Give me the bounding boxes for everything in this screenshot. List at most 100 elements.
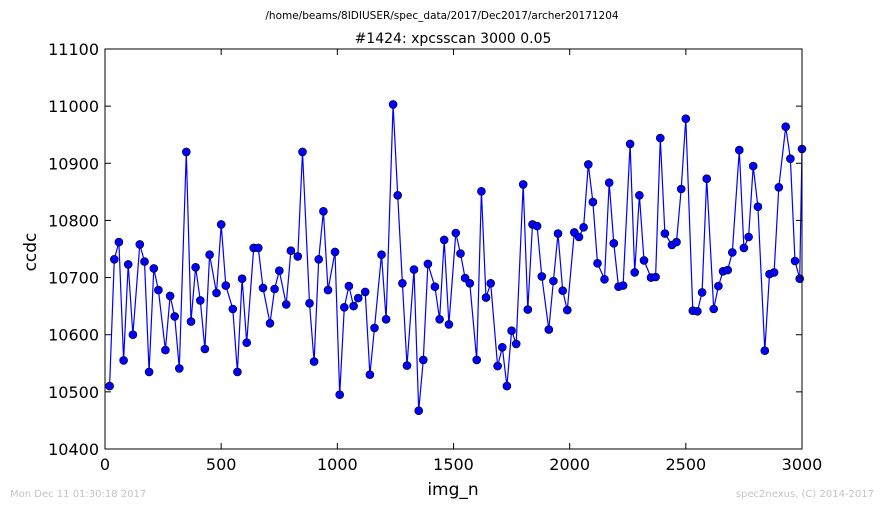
data-point: [693, 306, 702, 316]
data-point: [377, 250, 386, 259]
data-point: [579, 223, 588, 232]
data-point: [593, 258, 602, 268]
data-point: [774, 183, 784, 192]
data-point: [360, 287, 370, 297]
data-point: [497, 342, 507, 352]
data-point: [339, 302, 349, 312]
data-point: [191, 262, 200, 272]
data-point: [414, 406, 424, 416]
data-point: [149, 264, 159, 273]
data-point: [388, 100, 398, 109]
data-point: [270, 284, 279, 294]
data-point: [781, 122, 791, 131]
data-point: [618, 281, 628, 290]
data-point: [370, 323, 379, 333]
data-point: [472, 355, 482, 365]
data-point: [456, 249, 465, 258]
data-point: [439, 235, 449, 245]
data-point: [588, 197, 598, 207]
data-point: [200, 344, 210, 354]
data-point: [518, 180, 528, 189]
data-point: [365, 370, 375, 380]
data-point: [135, 240, 145, 249]
timestamp-label: Mon Dec 11 01:30:18 2017: [10, 489, 147, 500]
data-point: [727, 248, 737, 257]
data-point: [451, 228, 461, 238]
data-point: [298, 147, 307, 157]
data-point: [748, 161, 758, 171]
data-point: [242, 338, 251, 348]
y-tick-label: 10900: [48, 154, 99, 173]
data-point: [435, 314, 444, 324]
data-point: [465, 278, 475, 288]
data-point: [418, 355, 428, 365]
data-point: [553, 229, 563, 238]
data-point: [430, 282, 440, 292]
plot-frame: [104, 48, 803, 450]
data-point: [140, 257, 149, 266]
data-point: [709, 304, 719, 314]
y-tick-label: 10800: [48, 211, 99, 230]
data-point: [398, 278, 407, 288]
y-tick-label: 10600: [48, 326, 99, 345]
data-point: [110, 254, 119, 264]
data-point: [114, 237, 124, 247]
data-point: [655, 133, 665, 143]
data-point: [676, 184, 686, 194]
data-point: [697, 288, 707, 297]
data-point: [604, 178, 614, 187]
x-tick-label: 2000: [549, 455, 590, 474]
data-point: [753, 202, 763, 211]
data-point: [170, 312, 179, 321]
data-point: [335, 390, 345, 400]
data-point: [790, 256, 800, 266]
data-point: [182, 147, 191, 157]
x-tick-label: 2500: [665, 455, 706, 474]
data-point: [221, 281, 231, 290]
y-tick-label: 10500: [48, 383, 99, 402]
data-point: [286, 246, 296, 255]
data-point: [212, 288, 221, 298]
chart-title: #1424: xpcsscan 3000 0.05: [355, 31, 552, 47]
data-point: [309, 357, 319, 366]
data-point: [409, 265, 419, 274]
data-point: [493, 361, 502, 371]
data-point: [477, 187, 486, 196]
data-point: [486, 278, 496, 288]
data-point: [635, 191, 644, 200]
data-point: [161, 345, 170, 355]
data-point: [402, 361, 412, 370]
data-point: [381, 314, 391, 324]
data-point: [105, 381, 114, 391]
data-point: [165, 291, 175, 301]
y-tick-label: 11100: [48, 40, 99, 59]
data-point: [639, 256, 649, 265]
data-point: [681, 114, 691, 123]
data-point: [274, 266, 284, 276]
data-point: [186, 317, 196, 326]
data-point: [175, 364, 184, 373]
data-point: [558, 286, 568, 296]
data-point: [532, 221, 542, 231]
x-tick-label: 500: [206, 455, 237, 474]
data-point: [144, 367, 154, 377]
data-point: [314, 254, 324, 264]
data-point: [630, 268, 640, 277]
plot-area: 0 500 1000 1500 2000 2500 3000 10400 10500 10600 1…: [48, 40, 822, 474]
data-point: [196, 296, 205, 305]
data-point: [305, 298, 314, 308]
data-point: [265, 318, 275, 328]
data-point: [216, 220, 226, 229]
data-point: [769, 268, 779, 277]
data-point: [609, 239, 619, 248]
data-point: [293, 252, 303, 261]
data-point: [702, 174, 712, 183]
x-tick-label: 1500: [433, 455, 474, 474]
data-point: [523, 305, 533, 314]
data-point: [600, 274, 609, 284]
x-tick-label: 0: [100, 455, 110, 474]
data-point: [714, 281, 723, 291]
data-point: [353, 293, 363, 303]
data-point: [258, 283, 268, 293]
